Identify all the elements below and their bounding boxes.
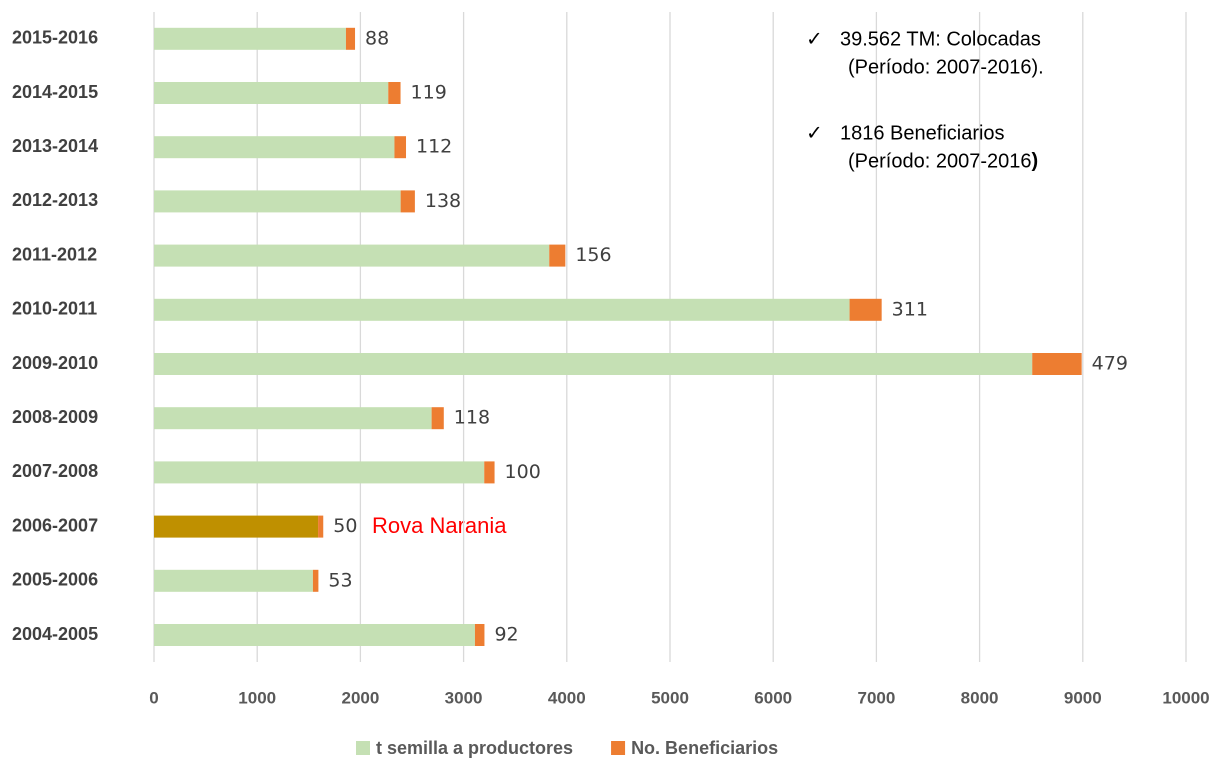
x-tick-label: 8000 [961,688,999,707]
x-tick-label: 0 [149,688,158,707]
data-label: 88 [365,27,389,49]
annotation-line: (Período: 2007-2016). [848,56,1044,78]
data-label: 479 [1092,353,1128,375]
bar-segment [154,27,346,50]
y-tick-label: 2013-2014 [12,136,98,156]
y-tick-label: 2005-2006 [12,570,98,590]
x-tick-label: 4000 [548,688,586,707]
bar-segment [154,82,389,104]
bar-segment [154,569,313,592]
bar-segment [154,407,432,430]
x-tick-label: 5000 [651,688,689,707]
bar-segment [400,190,415,213]
bar-segment [549,244,566,267]
bar-segment [312,569,319,592]
y-tick-label: 2008-2009 [12,407,98,427]
legend-swatch [611,741,626,755]
bar-segment [154,136,395,159]
bar-segment [345,27,356,50]
data-label: 138 [425,190,461,212]
point-annotation: Rova Narania [372,513,507,538]
bar-segment [849,298,882,321]
legend-swatch [356,741,370,755]
bar-segment [484,461,495,484]
annotation-suffix: ) [1031,150,1038,172]
x-tick-label: 6000 [754,688,792,707]
annotation-line: 39.562 TM: Colocadas [840,28,1041,50]
legend-label: No. Beneficiarios [631,738,778,758]
data-label: 119 [411,82,447,104]
data-label: 156 [575,244,611,266]
bar-segment [154,190,401,213]
y-tick-label: 2014-2015 [12,82,98,102]
y-tick-label: 2009-2010 [12,353,98,373]
data-label: 118 [454,407,490,429]
data-label: 112 [416,136,452,158]
data-label: 100 [505,461,541,483]
bar-segment [394,136,407,159]
y-tick-label: 2004-2005 [12,624,98,644]
y-tick-label: 2012-2013 [12,190,98,210]
bar-segment [1032,353,1082,375]
bar-segment [388,82,401,104]
bar-segment [154,353,1033,375]
bar-segment [431,407,444,430]
x-tick-label: 2000 [341,688,379,707]
data-label: 50 [333,515,357,537]
bar-segment [154,244,550,267]
x-tick-label: 1000 [238,688,276,707]
data-label: 53 [328,569,352,591]
annotation-line: (Período: 2007-2016) [848,150,1038,172]
bar-segment [154,624,475,646]
annotation-line: 1816 Beneficiarios [840,122,1005,144]
y-tick-label: 2015-2016 [12,28,98,48]
x-tick-label: 9000 [1064,688,1102,707]
annotation-marker: ✓ [806,28,823,50]
bar-segment [154,461,485,484]
y-tick-label: 2010-2011 [12,299,97,319]
y-tick-label: 2011-2012 [12,244,97,264]
legend-label: t semilla a productores [376,738,573,758]
bar-segment [318,515,324,538]
bar-segment [154,515,319,538]
y-tick-label: 2006-2007 [12,515,98,535]
data-label: 92 [494,624,518,646]
x-tick-label: 10000 [1162,688,1209,707]
x-tick-label: 7000 [857,688,895,707]
x-tick-label: 3000 [445,688,483,707]
data-label: 311 [892,298,928,320]
y-tick-label: 2007-2008 [12,461,98,481]
bar-segment [154,298,850,321]
annotation-marker: ✓ [806,122,823,144]
bar-segment [474,624,485,646]
